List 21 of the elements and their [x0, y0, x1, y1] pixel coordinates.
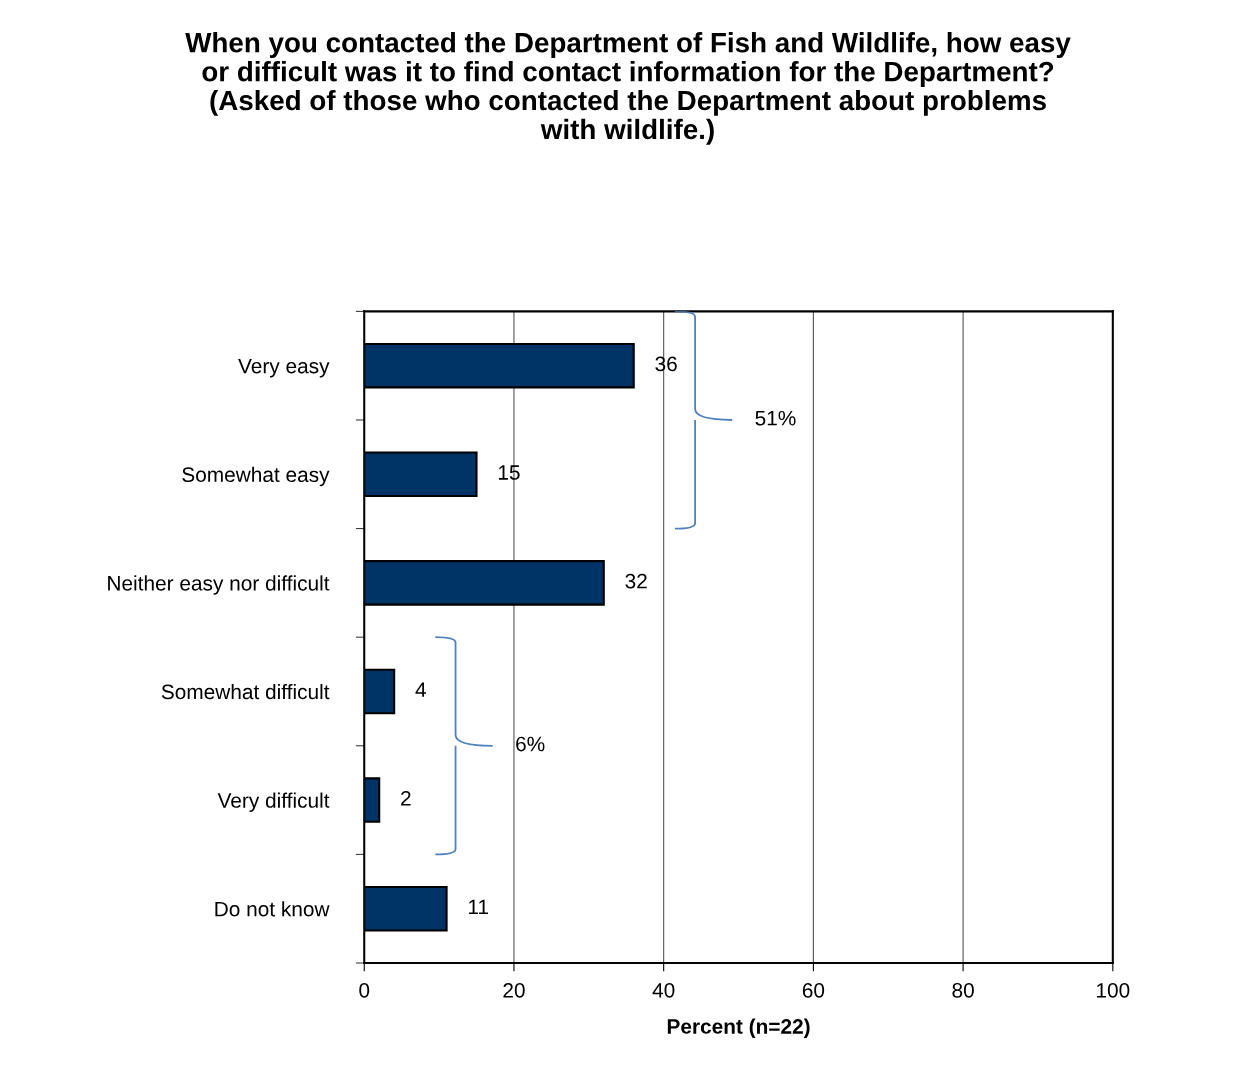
data-label: 4 — [415, 682, 426, 697]
x-axis-title: Percent (n=22) — [667, 1018, 810, 1038]
x-tick-label: 40 — [652, 982, 675, 998]
y-tick-label: Very easy — [238, 358, 330, 378]
y-tick-label: Very difficult — [217, 792, 330, 812]
x-tick-label: 0 — [359, 982, 370, 998]
annotation: 51% — [755, 410, 796, 426]
x-tick-label: 80 — [952, 982, 974, 998]
data-label: 11 — [469, 899, 489, 915]
data-label: 32 — [625, 573, 647, 589]
y-tick-label: Somewhat easy — [182, 466, 330, 487]
chart-title: When you contacted the Department of Fish and Wildlife, how easy or difficult was it to find contact information for the Department? (Asked of those who contacted the Department about problems with wildlife.) — [185, 32, 1071, 145]
data-label: 15 — [498, 465, 520, 480]
annotation: 6% — [516, 736, 545, 752]
x-tick-label: 20 — [503, 982, 525, 998]
x-tick-label: 100 — [1097, 982, 1130, 998]
x-tick-label: 60 — [802, 982, 825, 998]
data-label: 2 — [401, 790, 411, 806]
y-tick-label: Neither easy nor difficult — [108, 575, 330, 595]
y-tick-label: Somewhat difficult — [161, 683, 330, 700]
y-tick-label: Do not know — [215, 901, 330, 917]
